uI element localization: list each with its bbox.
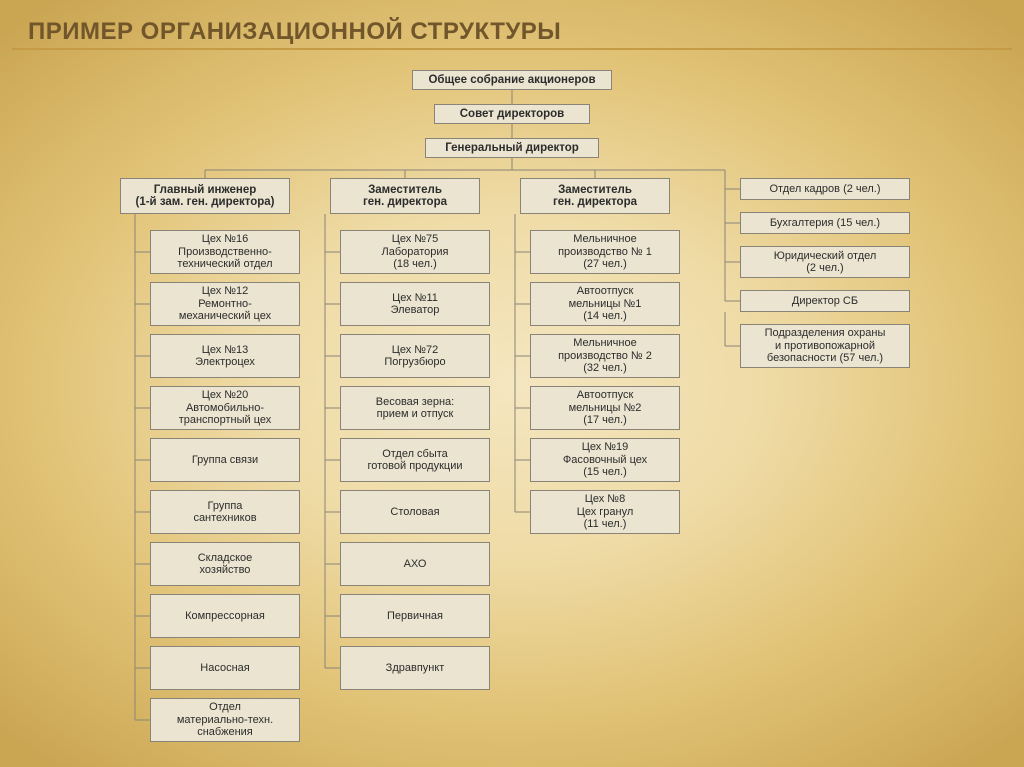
org-node-col2-5: Столовая: [340, 490, 490, 534]
org-node-col3-4: Цех №19 Фасовочный цех (15 чел.): [530, 438, 680, 482]
page-title: ПРИМЕР ОРГАНИЗАЦИОННОЙ СТРУКТУРЫ: [28, 18, 996, 46]
slide: ПРИМЕР ОРГАНИЗАЦИОННОЙ СТРУКТУРЫ Общее с…: [0, 0, 1024, 767]
org-node-col2-1-label: Цех №11 Элеватор: [391, 292, 440, 317]
org-node-right-3: Директор СБ: [740, 290, 910, 312]
org-node-col1-3-label: Цех №20 Автомобильно- транспортный цех: [179, 389, 272, 427]
org-node-col1-2-label: Цех №13 Электроцех: [195, 344, 255, 369]
org-node-col1-5: Группа сантехников: [150, 490, 300, 534]
org-node-col2-8: Здравпункт: [340, 646, 490, 690]
org-node-col1-6: Складское хозяйство: [150, 542, 300, 586]
org-node-manager-1: Заместитель ген. директора: [330, 178, 480, 214]
org-node-col1-9-label: Отдел материально-техн. снабжения: [177, 701, 273, 739]
org-node-col2-6-label: АХО: [404, 558, 427, 571]
org-node-col1-8-label: Насосная: [200, 662, 249, 675]
org-node-col1-2: Цех №13 Электроцех: [150, 334, 300, 378]
org-node-col3-2-label: Мельничное производство № 2 (32 чел.): [558, 337, 652, 375]
org-node-manager-2-label: Заместитель ген. директора: [553, 184, 637, 209]
org-node-manager-0-label: Главный инженер (1-й зам. ген. директора…: [136, 184, 275, 209]
org-node-col1-0: Цех №16 Производственно- технический отд…: [150, 230, 300, 274]
org-node-right-4-label: Подразделения охраны и противопожарной б…: [765, 327, 886, 365]
org-node-col2-6: АХО: [340, 542, 490, 586]
org-node-col3-5-label: Цех №8 Цех гранул (11 чел.): [577, 493, 634, 531]
org-node-col3-1-label: Автоотпуск мельницы №1 (14 чел.): [569, 285, 642, 323]
org-node-assembly: Общее собрание акционеров: [412, 70, 612, 90]
org-node-col1-8: Насосная: [150, 646, 300, 690]
org-node-col2-2-label: Цех №72 Погрузбюро: [384, 344, 445, 369]
org-node-right-0: Отдел кадров (2 чел.): [740, 178, 910, 200]
org-node-manager-2: Заместитель ген. директора: [520, 178, 670, 214]
org-node-col1-4-label: Группа связи: [192, 454, 258, 467]
org-node-col2-7-label: Первичная: [387, 610, 443, 623]
org-node-right-2: Юридический отдел (2 чел.): [740, 246, 910, 278]
org-node-col1-3: Цех №20 Автомобильно- транспортный цех: [150, 386, 300, 430]
org-node-col1-6-label: Складское хозяйство: [198, 552, 253, 577]
org-node-right-2-label: Юридический отдел (2 чел.): [774, 250, 877, 275]
org-node-col3-0: Мельничное производство № 1 (27 чел.): [530, 230, 680, 274]
org-node-col3-0-label: Мельничное производство № 1 (27 чел.): [558, 233, 652, 271]
org-node-col2-3-label: Весовая зерна: прием и отпуск: [376, 396, 454, 421]
org-node-col1-9: Отдел материально-техн. снабжения: [150, 698, 300, 742]
org-node-col2-0: Цех №75 Лаборатория (18 чел.): [340, 230, 490, 274]
org-node-col3-5: Цех №8 Цех гранул (11 чел.): [530, 490, 680, 534]
org-node-col2-4-label: Отдел сбыта готовой продукции: [368, 448, 463, 473]
org-node-col3-4-label: Цех №19 Фасовочный цех (15 чел.): [563, 441, 647, 479]
org-node-assembly-label: Общее собрание акционеров: [428, 74, 595, 87]
org-node-col1-5-label: Группа сантехников: [193, 500, 256, 525]
org-node-col1-4: Группа связи: [150, 438, 300, 482]
org-node-gendir: Генеральный директор: [425, 138, 599, 158]
org-node-right-0-label: Отдел кадров (2 чел.): [769, 183, 880, 196]
org-node-col2-5-label: Столовая: [390, 506, 439, 519]
title-bar: ПРИМЕР ОРГАНИЗАЦИОННОЙ СТРУКТУРЫ: [0, 8, 1024, 52]
org-node-col2-0-label: Цех №75 Лаборатория (18 чел.): [382, 233, 449, 271]
org-node-board-label: Совет директоров: [460, 108, 565, 121]
org-node-right-1-label: Бухгалтерия (15 чел.): [770, 217, 880, 230]
org-node-col3-1: Автоотпуск мельницы №1 (14 чел.): [530, 282, 680, 326]
org-node-col2-7: Первичная: [340, 594, 490, 638]
org-node-col2-1: Цех №11 Элеватор: [340, 282, 490, 326]
org-node-right-1: Бухгалтерия (15 чел.): [740, 212, 910, 234]
org-node-col2-3: Весовая зерна: прием и отпуск: [340, 386, 490, 430]
org-node-board: Совет директоров: [434, 104, 590, 124]
org-node-col2-4: Отдел сбыта готовой продукции: [340, 438, 490, 482]
org-node-manager-1-label: Заместитель ген. директора: [363, 184, 447, 209]
org-node-right-4: Подразделения охраны и противопожарной б…: [740, 324, 910, 368]
title-underline: [12, 48, 1012, 50]
org-node-col1-7-label: Компрессорная: [185, 610, 265, 623]
org-node-col3-3-label: Автоотпуск мельницы №2 (17 чел.): [569, 389, 642, 427]
org-node-col1-1-label: Цех №12 Ремонтно- механический цех: [179, 285, 271, 323]
org-node-col2-8-label: Здравпункт: [386, 662, 445, 675]
org-node-col2-2: Цех №72 Погрузбюро: [340, 334, 490, 378]
org-node-gendir-label: Генеральный директор: [445, 142, 579, 155]
org-node-col1-0-label: Цех №16 Производственно- технический отд…: [177, 233, 272, 271]
org-node-col1-1: Цех №12 Ремонтно- механический цех: [150, 282, 300, 326]
org-node-manager-0: Главный инженер (1-й зам. ген. директора…: [120, 178, 290, 214]
org-node-col3-2: Мельничное производство № 2 (32 чел.): [530, 334, 680, 378]
org-node-col3-3: Автоотпуск мельницы №2 (17 чел.): [530, 386, 680, 430]
org-node-right-3-label: Директор СБ: [792, 295, 858, 308]
org-node-col1-7: Компрессорная: [150, 594, 300, 638]
